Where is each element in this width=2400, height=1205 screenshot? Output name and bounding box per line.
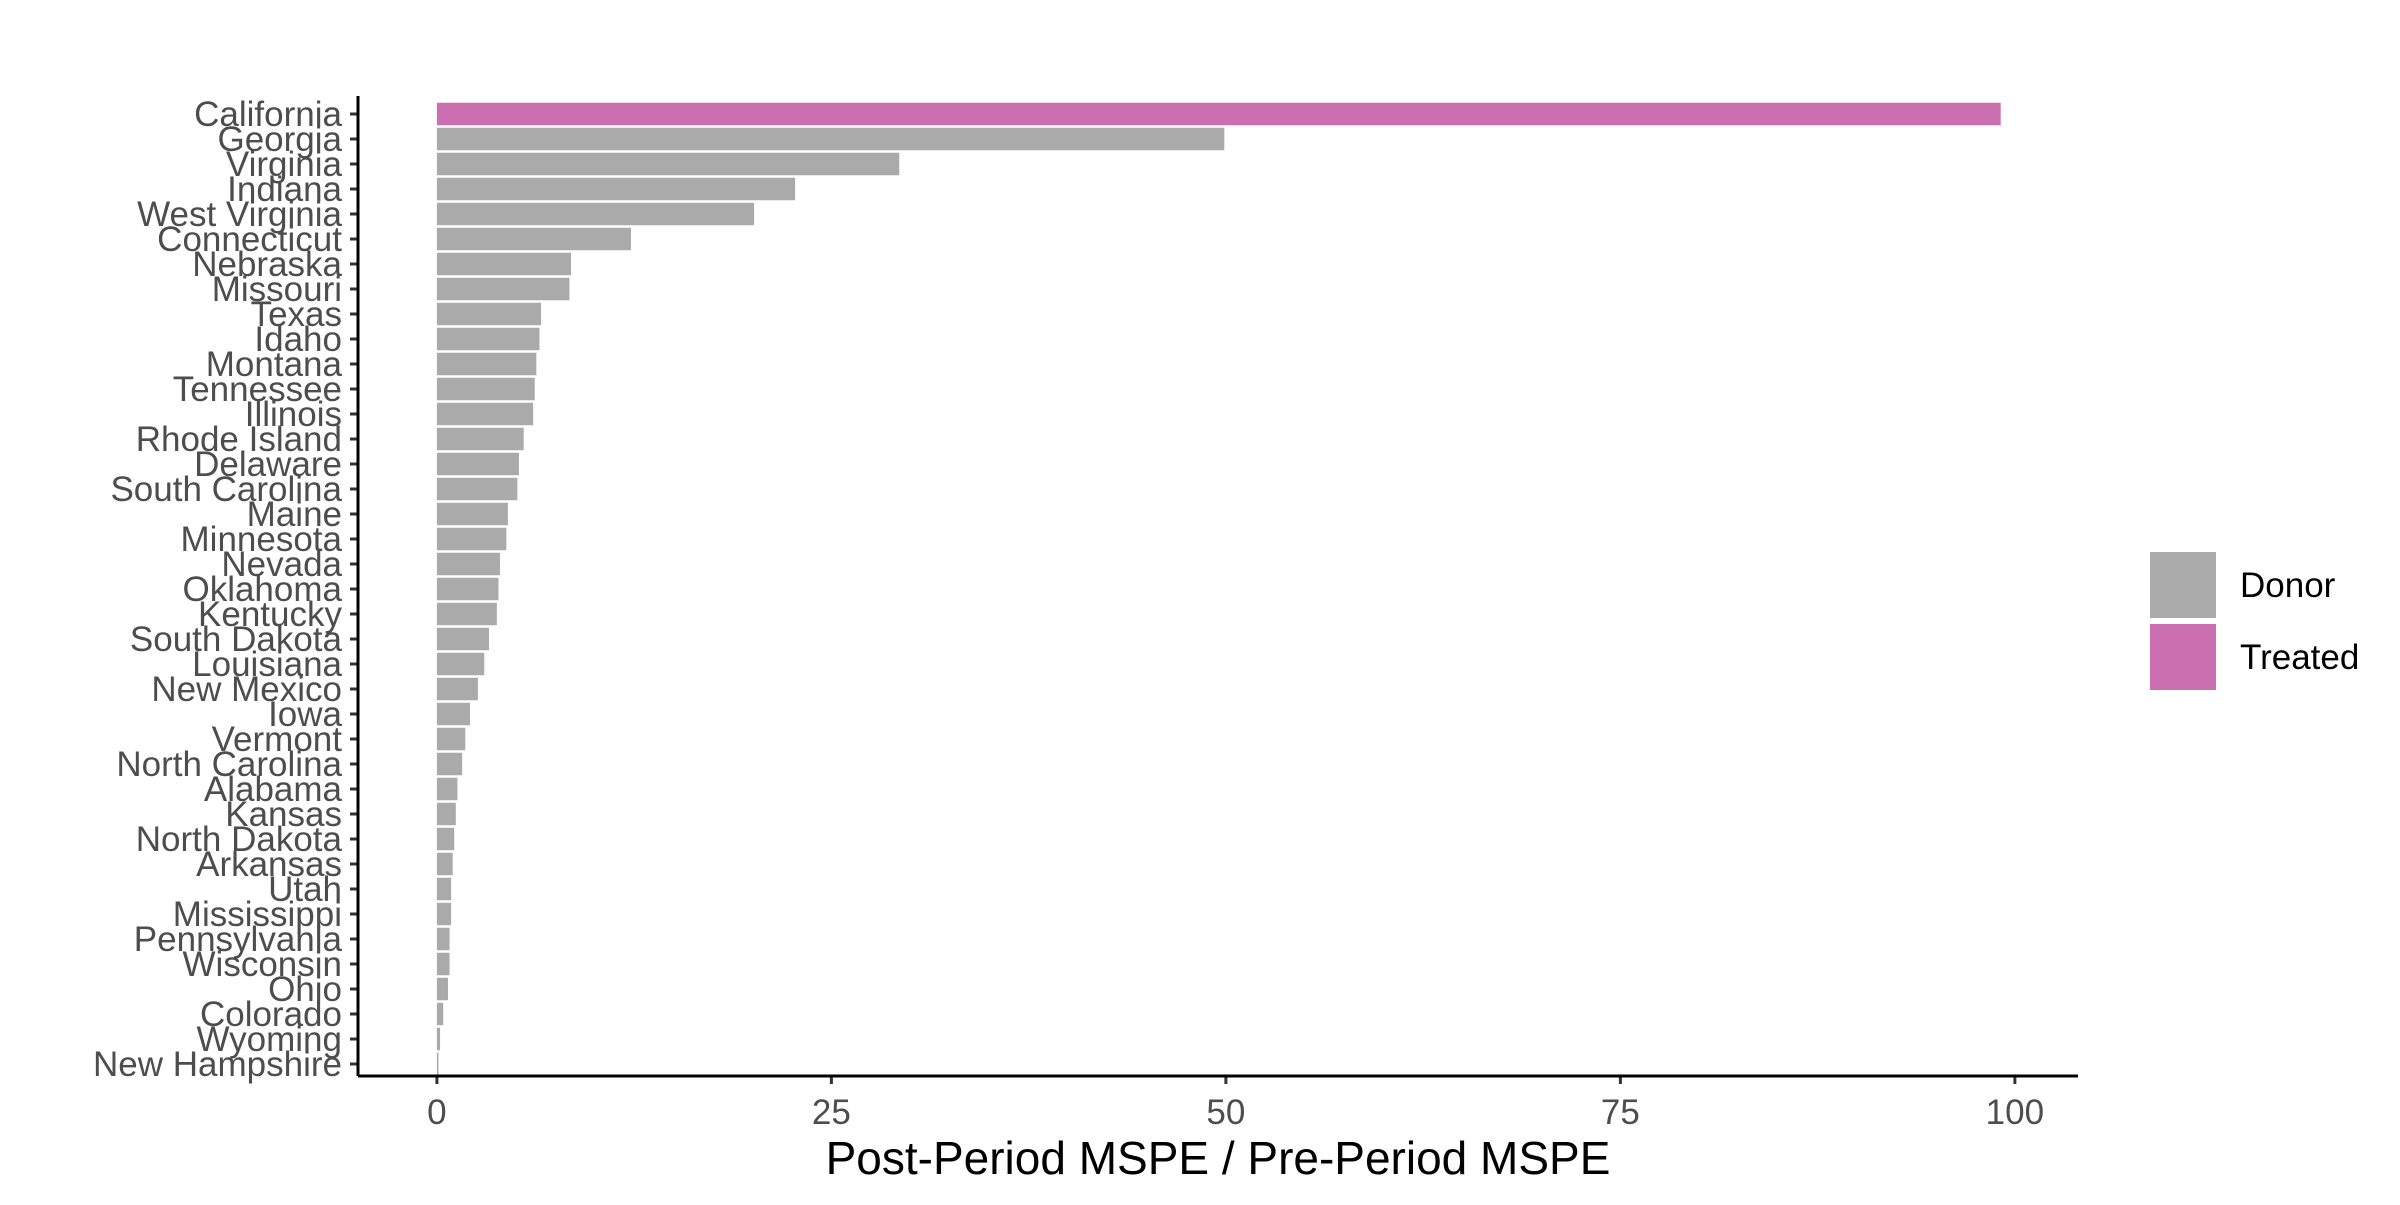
x-tick-label: 100 — [1986, 1093, 2044, 1132]
bar-north-carolina — [436, 752, 463, 776]
bar-pennsylvania — [436, 927, 450, 951]
y-tick-label: South Carolina — [110, 470, 342, 509]
y-tick-label: Vermont — [212, 720, 343, 759]
legend-key-treated — [2150, 624, 2216, 690]
bar-rhode-island — [436, 427, 524, 451]
y-tick-label: Wisconsin — [183, 945, 342, 984]
y-tick-label: Colorado — [200, 995, 342, 1034]
bar-kentucky — [436, 602, 497, 626]
bar-west-virginia — [436, 202, 755, 226]
y-tick-label: Iowa — [268, 695, 342, 734]
y-tick-label: Nevada — [221, 545, 342, 584]
bar-south-carolina — [436, 477, 518, 501]
y-tick-label: Nebraska — [192, 245, 342, 284]
y-tick-label: Alabama — [204, 770, 343, 809]
bars-group — [436, 102, 2001, 1076]
y-tick-label: South Dakota — [130, 620, 343, 659]
bar-california — [436, 102, 2001, 126]
y-tick-label: Maine — [247, 495, 342, 534]
bar-colorado — [436, 1002, 444, 1026]
bar-new-hampshire — [436, 1052, 439, 1076]
x-tick-labels: 0 25 50 75 100 — [427, 1076, 2044, 1132]
bar-indiana — [436, 177, 796, 201]
bar-utah — [436, 877, 452, 901]
bar-kansas — [436, 802, 456, 826]
legend-label-treated: Treated — [2240, 638, 2359, 677]
y-tick-label: California — [194, 95, 342, 134]
legend-key-donor — [2150, 552, 2216, 618]
y-tick-label: Utah — [268, 870, 342, 909]
bar-new-mexico — [436, 677, 478, 701]
y-tick-label: Georgia — [217, 120, 342, 159]
y-tick-label: New Hampshire — [93, 1045, 342, 1084]
bar-illinois — [436, 402, 534, 426]
y-tick-label: West Virginia — [137, 195, 342, 234]
bar-maine — [436, 502, 508, 526]
bar-nebraska — [436, 252, 572, 276]
bar-south-dakota — [436, 627, 489, 651]
y-tick-label: Missouri — [212, 270, 342, 309]
y-tick-label: Illinois — [245, 395, 342, 434]
bar-north-dakota — [436, 827, 455, 851]
bar-ohio — [436, 977, 448, 1001]
bar-georgia — [436, 127, 1225, 151]
bar-montana — [436, 352, 537, 376]
y-tick-label: New Mexico — [151, 670, 342, 709]
y-tick-label: Pennsylvania — [134, 920, 343, 959]
legend: Donor Treated — [2150, 552, 2359, 690]
bar-tennessee — [436, 377, 535, 401]
bar-arkansas — [436, 852, 453, 876]
bar-connecticut — [436, 227, 631, 251]
bar-wyoming — [436, 1027, 441, 1051]
bar-texas — [436, 302, 542, 326]
bar-minnesota — [436, 527, 507, 551]
y-tick-label: Tennessee — [173, 370, 342, 409]
y-tick-label: Idaho — [254, 320, 342, 359]
y-tick-label: Ohio — [268, 970, 342, 1009]
bar-iowa — [436, 702, 471, 726]
bar-nevada — [436, 552, 501, 576]
y-tick-label: Virginia — [226, 145, 343, 184]
y-tick-label: Kansas — [225, 795, 342, 834]
y-tick-label: Connecticut — [157, 220, 342, 259]
y-tick-label: Delaware — [194, 445, 342, 484]
x-axis-title: Post-Period MSPE / Pre-Period MSPE — [826, 1132, 1611, 1184]
bar-oklahoma — [436, 577, 499, 601]
bar-wisconsin — [436, 952, 450, 976]
y-tick-label: Oklahoma — [182, 570, 342, 609]
y-tick-label: Minnesota — [181, 520, 343, 559]
x-tick-label: 75 — [1601, 1093, 1640, 1132]
y-tick-label: Mississippi — [173, 895, 342, 934]
y-tick-label: Indiana — [227, 170, 342, 209]
bar-vermont — [436, 727, 466, 751]
bar-louisiana — [436, 652, 485, 676]
y-tick-label: North Dakota — [136, 820, 343, 859]
y-tick-label: Kentucky — [198, 595, 342, 634]
bar-alabama — [436, 777, 458, 801]
y-tick-label: Montana — [206, 345, 343, 384]
bar-delaware — [436, 452, 519, 476]
x-tick-label: 0 — [427, 1093, 446, 1132]
y-tick-label: North Carolina — [116, 745, 342, 784]
y-tick-label: Louisiana — [192, 645, 342, 684]
x-tick-label: 25 — [812, 1093, 851, 1132]
y-tick-label: Rhode Island — [136, 420, 342, 459]
legend-label-donor: Donor — [2240, 566, 2336, 605]
x-tick-label: 50 — [1206, 1093, 1245, 1132]
y-tick-label: Wyoming — [196, 1020, 342, 1059]
y-tick-label: Arkansas — [196, 845, 342, 884]
bar-idaho — [436, 327, 540, 351]
bar-mississippi — [436, 902, 452, 926]
bar-virginia — [436, 152, 900, 176]
y-tick-label: Texas — [251, 295, 342, 334]
bar-missouri — [436, 277, 570, 301]
